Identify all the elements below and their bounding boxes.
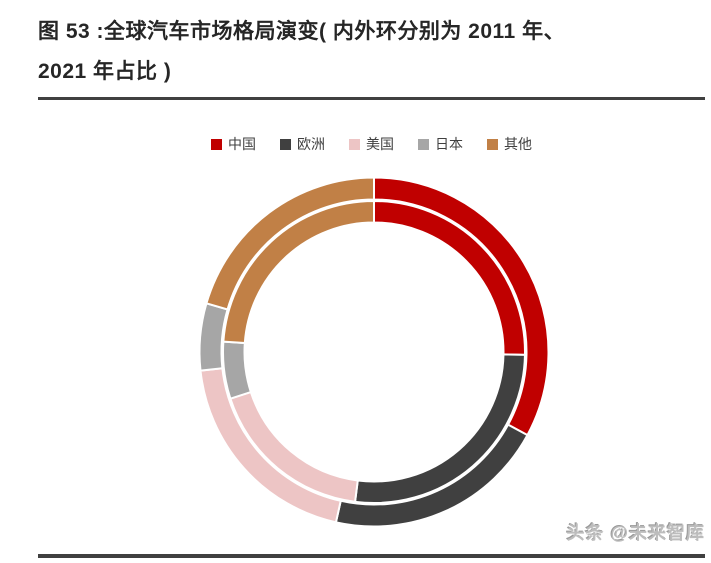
legend-swatch-other: [487, 138, 498, 150]
chart-title-line2: 2021 年占比 ): [38, 60, 172, 83]
legend-item-other: 其他: [487, 134, 532, 154]
legend-label-usa: 美国: [366, 136, 394, 152]
legend-item-japan: 日本: [418, 134, 463, 154]
donut-segment-2011-中国: [373, 199, 526, 356]
legend-item-china: 中国: [211, 134, 256, 154]
donut-segment-2011-欧洲: [353, 353, 526, 504]
legend-swatch-usa: [349, 138, 360, 150]
bottom-divider-line: [38, 554, 705, 558]
chart-title-line1: 图 53 :全球汽车市场格局演变( 内外环分别为 2011 年、: [38, 20, 566, 43]
legend-swatch-japan: [418, 138, 429, 150]
legend-swatch-europe: [280, 138, 291, 150]
legend-label-japan: 日本: [435, 136, 463, 152]
donut-segment-2021-其他: [205, 176, 375, 311]
legend-item-usa: 美国: [349, 134, 394, 154]
legend-label-other: 其他: [504, 136, 532, 152]
chart-title: 图 53 :全球汽车市场格局演变( 内外环分别为 2011 年、 2021 年占…: [38, 12, 703, 92]
chart-legend: 中国 欧洲 美国 日本 其他: [16, 134, 711, 154]
donut-segment-2011-其他: [222, 199, 375, 345]
watermark-text: 头条 @未来智库: [566, 523, 705, 543]
legend-label-china: 中国: [228, 136, 256, 152]
legend-item-europe: 欧洲: [280, 134, 325, 154]
legend-label-europe: 欧洲: [297, 136, 325, 152]
title-divider-line: [38, 97, 705, 100]
legend-swatch-china: [211, 138, 222, 150]
